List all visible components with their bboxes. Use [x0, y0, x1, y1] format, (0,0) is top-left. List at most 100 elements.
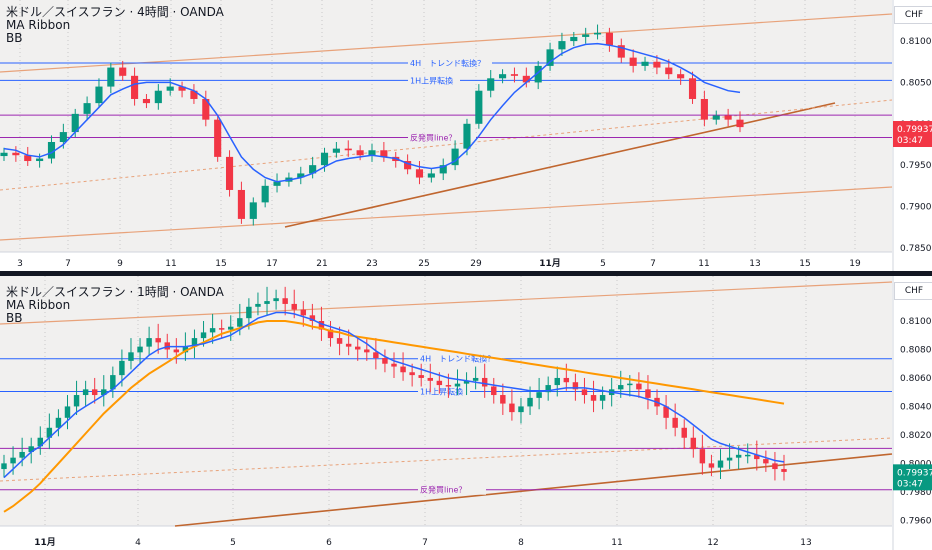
candle-body — [754, 454, 760, 460]
candle-body — [475, 90, 483, 124]
chart-panel-4h[interactable]: 0.810000.805000.800000.795000.790000.785… — [0, 0, 932, 271]
candle-body — [191, 338, 198, 347]
level-label-bg — [408, 132, 476, 143]
time-tick-label: 13 — [749, 259, 760, 269]
level-label: 4H トレンド転換？ — [420, 354, 495, 364]
candle-body — [522, 75, 530, 83]
candle-body — [605, 32, 613, 46]
candle-body — [572, 382, 579, 390]
candle-body — [107, 67, 115, 87]
candle-body — [491, 386, 497, 396]
candle-body — [688, 78, 697, 99]
candle-body — [202, 98, 210, 120]
candle-body — [46, 427, 53, 438]
candle-body — [665, 67, 673, 75]
candle-body — [636, 383, 642, 390]
time-tick-label: 5 — [600, 259, 606, 269]
candle-body — [345, 343, 352, 347]
candle-body — [645, 389, 651, 398]
candle-body — [726, 457, 733, 461]
level-label: 1H上昇転換 — [420, 386, 463, 396]
ma-line — [3, 42, 741, 183]
candle-body — [451, 148, 459, 166]
candle-body — [273, 298, 279, 302]
currency-label[interactable]: CHF — [894, 282, 932, 300]
candle-body — [772, 463, 778, 470]
time-tick-label: 29 — [470, 259, 482, 269]
candle-body — [509, 403, 515, 413]
price-tag-countdown: 03:47 — [897, 136, 923, 146]
candle-body — [55, 417, 62, 428]
price-tick-label: 0.78500 — [900, 244, 932, 254]
price-tag-countdown: 03:47 — [897, 479, 923, 489]
candle-body — [190, 90, 198, 99]
level-label: 反発買line？ — [420, 485, 466, 495]
level-label: 4H トレンド転換？ — [410, 58, 485, 68]
candle-body — [320, 152, 329, 166]
candle-body — [618, 385, 624, 390]
level-label-bg — [418, 386, 470, 397]
candle-body — [332, 148, 340, 153]
candle-body — [391, 363, 397, 367]
candle-body — [617, 45, 625, 58]
candle-body — [131, 75, 139, 99]
candle-body — [570, 36, 578, 42]
price-tag — [893, 121, 932, 148]
time-tick-label: 15 — [215, 259, 226, 269]
candle-body — [653, 61, 661, 68]
chart-canvas-4h[interactable]: 0.810000.805000.800000.795000.790000.785… — [0, 0, 932, 271]
candle-body — [724, 115, 732, 120]
candle-body — [291, 303, 297, 310]
candle-body — [73, 395, 80, 407]
candle-body — [142, 98, 151, 104]
indicator-ma-ribbon[interactable]: MA Ribbon — [6, 298, 71, 312]
candle-body — [264, 301, 270, 304]
candle-body — [373, 352, 379, 359]
candle-body — [101, 389, 107, 396]
indicator-bb[interactable]: BB — [6, 311, 23, 325]
time-tick-label: 7 — [650, 259, 656, 269]
time-tick-label: 11 — [611, 538, 622, 548]
candle-body — [356, 150, 364, 156]
indicator-ma-ribbon[interactable]: MA Ribbon — [6, 18, 71, 32]
candle-body — [481, 377, 488, 387]
candle-body — [137, 346, 143, 353]
indicator-bb[interactable]: BB — [6, 31, 23, 45]
time-tick-label: 19 — [849, 259, 861, 269]
time-tick-label: 3 — [17, 259, 23, 269]
symbol-title[interactable]: 米ドル／スイスフラン · 1時間 · OANDA — [6, 285, 224, 299]
candle-body — [344, 148, 352, 151]
candle-body — [225, 156, 234, 190]
candle-body — [71, 113, 79, 133]
candle-body — [380, 150, 388, 157]
candle-body — [47, 141, 56, 159]
time-tick-label: 7 — [422, 538, 428, 548]
chart-panel-1h[interactable]: 0.812000.810000.808000.806000.804000.802… — [0, 276, 932, 550]
candle-body — [593, 32, 602, 35]
candle-body — [146, 338, 152, 347]
chart-canvas-1h[interactable]: 0.812000.810000.808000.806000.804000.802… — [0, 276, 932, 550]
candle-body — [10, 457, 16, 464]
candle-body — [154, 90, 162, 104]
candle-body — [36, 158, 44, 162]
candle-body — [439, 165, 447, 174]
candle-body — [155, 338, 161, 343]
candle-body — [781, 469, 787, 472]
candle-body — [745, 454, 751, 457]
candle-body — [545, 385, 551, 393]
currency-label[interactable]: CHF — [894, 6, 932, 24]
trendline — [0, 186, 893, 241]
candle-body — [214, 119, 222, 157]
time-tick-label: 5 — [230, 538, 236, 548]
candle-body — [454, 383, 461, 387]
pane-divider[interactable] — [0, 271, 932, 276]
time-tick-label: 12 — [707, 538, 718, 548]
candle-body — [563, 377, 570, 383]
candle-body — [629, 57, 637, 66]
symbol-title[interactable]: 米ドル／スイスフラン · 4時間 · OANDA — [6, 5, 224, 19]
level-label-bg — [418, 353, 502, 364]
